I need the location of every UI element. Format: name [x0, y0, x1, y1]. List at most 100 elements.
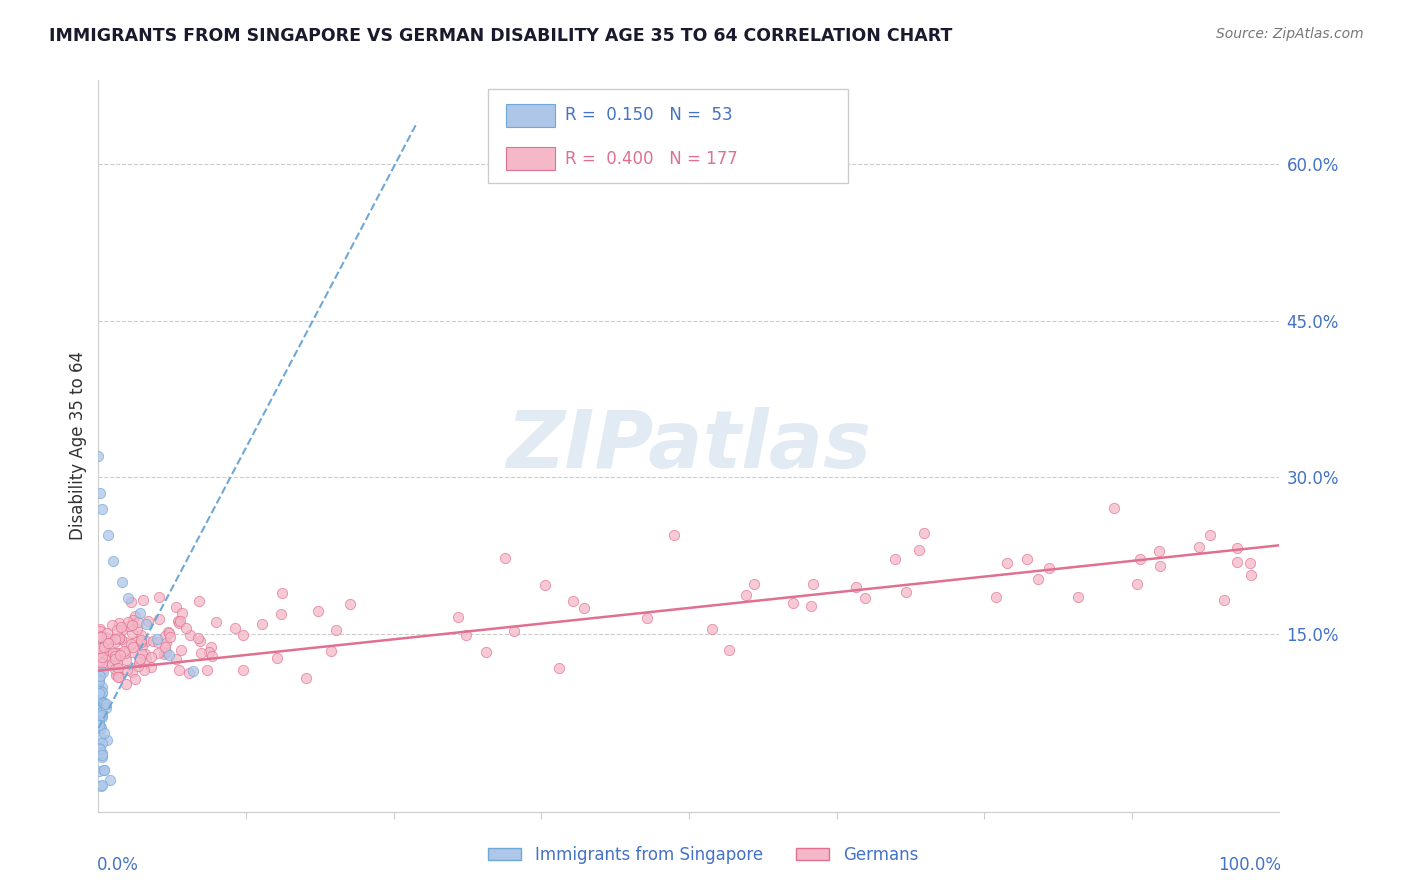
Point [111, 574, 134, 589]
Point [90, 650, 112, 665]
Point [108, 631, 131, 645]
Point [104, 635, 127, 649]
Point [153, 629, 176, 643]
Point [124, 609, 146, 624]
Point [118, 618, 141, 632]
Point [636, 611, 658, 625]
Point [135, 616, 157, 631]
Point [122, 613, 145, 627]
Point [111, 624, 134, 638]
Point [91, 705, 114, 719]
Point [110, 619, 132, 633]
Point [87, 714, 110, 728]
Point [90, 640, 112, 654]
Point [148, 612, 170, 626]
Point [142, 633, 165, 648]
Point [87, 450, 110, 464]
Point [87, 686, 110, 700]
Point [120, 595, 142, 609]
Point [1149, 558, 1171, 573]
Point [801, 577, 824, 591]
Point [87, 673, 110, 688]
Point [232, 663, 254, 677]
Point [148, 591, 170, 605]
Point [100, 656, 122, 670]
Point [799, 599, 821, 614]
Point [1149, 544, 1171, 558]
Point [456, 628, 478, 642]
Point [157, 626, 180, 640]
Point [90, 778, 112, 792]
Point [782, 596, 804, 610]
Point [232, 628, 254, 642]
Point [131, 633, 153, 648]
Point [121, 618, 143, 632]
Y-axis label: Disability Age 35 to 64: Disability Age 35 to 64 [69, 351, 87, 541]
Point [89, 486, 111, 500]
Point [93, 640, 115, 654]
Point [107, 660, 129, 674]
Point [87, 653, 110, 667]
Point [179, 628, 201, 642]
Point [90, 680, 112, 694]
Point [339, 597, 361, 611]
Point [96, 632, 118, 646]
Point [912, 526, 935, 541]
Point [125, 633, 148, 648]
Point [157, 648, 180, 662]
Point [167, 663, 190, 677]
Point [100, 618, 122, 632]
Point [132, 663, 155, 677]
Point [120, 637, 142, 651]
Point [107, 632, 129, 646]
Point [104, 650, 127, 665]
Point [104, 646, 127, 660]
Point [117, 591, 139, 605]
Point [155, 636, 177, 650]
Point [148, 646, 170, 660]
Point [122, 640, 145, 654]
Point [104, 632, 127, 646]
Point [96, 732, 118, 747]
Point [884, 552, 907, 566]
Point [181, 664, 204, 678]
Point [93, 635, 115, 649]
Point [127, 615, 149, 629]
Point [115, 663, 138, 677]
Point [270, 607, 292, 622]
FancyBboxPatch shape [506, 147, 555, 170]
Point [89, 731, 111, 745]
Point [129, 628, 152, 642]
Point [89, 706, 111, 720]
Point [131, 647, 153, 661]
Point [187, 594, 209, 608]
Point [105, 667, 128, 681]
Point [170, 607, 193, 621]
Point [94, 630, 117, 644]
Point [114, 635, 136, 649]
Point [169, 614, 191, 628]
Point [129, 652, 152, 666]
Point [93, 763, 115, 777]
Point [165, 599, 187, 614]
Point [101, 657, 124, 671]
FancyBboxPatch shape [506, 103, 555, 128]
Point [89, 657, 111, 672]
Point [97, 528, 120, 542]
Point [125, 622, 148, 636]
Point [195, 663, 218, 677]
Point [96, 643, 118, 657]
Point [94, 697, 117, 711]
Point [853, 591, 876, 605]
Point [131, 634, 153, 648]
Point [89, 669, 111, 683]
Point [108, 670, 131, 684]
Text: 0.0%: 0.0% [97, 855, 139, 873]
Point [700, 622, 723, 636]
Point [134, 647, 156, 661]
Point [200, 640, 222, 655]
Point [104, 662, 127, 676]
Point [188, 634, 211, 648]
Point [131, 639, 153, 653]
Point [662, 528, 685, 542]
